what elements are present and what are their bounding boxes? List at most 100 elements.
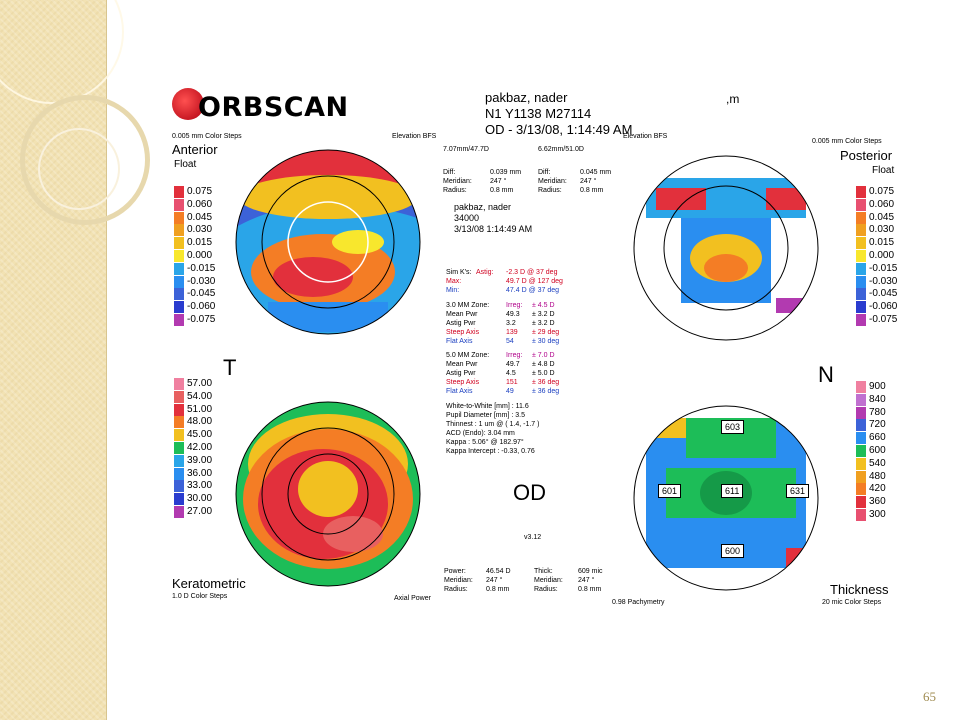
zone3-mean: 49.3 <box>506 311 520 318</box>
label-n: N <box>818 362 834 387</box>
misc-thinnest: Thinnest : 1 um @ ( 1.4, -1.7 ) <box>446 421 540 428</box>
scale_thick-swatch <box>856 445 866 457</box>
scale_kerato-swatch <box>174 378 184 390</box>
scale_kerato-swatch <box>174 454 184 467</box>
scale_thick-label: 300 <box>869 509 886 520</box>
pachy-603: 603 <box>721 420 745 434</box>
scale_float-label: 0.000 <box>187 250 213 261</box>
scale_kerato-label: 45.00 <box>187 429 213 441</box>
scale_thick-label: 600 <box>869 445 886 456</box>
scale_kerato-label: 27.00 <box>187 506 213 517</box>
thick-meridian-value: 247 ° <box>578 577 595 584</box>
scale_float_right-label: 0.060 <box>869 198 895 210</box>
zone5-mean-label: Mean Pwr <box>446 361 478 368</box>
thick-label: Thick: <box>534 568 553 575</box>
keratometric-step: 1.0 D Color Steps <box>172 593 228 600</box>
scale_thick-swatch <box>856 381 866 393</box>
pachy-601: 601 <box>658 484 682 498</box>
zone3-title: 3.0 MM Zone: <box>446 302 490 309</box>
scale_float-label: -0.015 <box>187 262 216 274</box>
anterior-title: Anterior <box>172 142 218 157</box>
scale_kerato-label: 36.00 <box>187 467 213 479</box>
scale_thick-label: 360 <box>869 496 886 508</box>
center-date: 3/13/08 1:14:49 AM <box>454 224 533 234</box>
patient-mark: ,m <box>726 92 740 106</box>
scale_float_right-label: -0.030 <box>869 275 898 287</box>
scale_float_right-swatch <box>856 301 866 314</box>
simk-astig: -2.3 D @ 37 deg <box>506 269 558 276</box>
scale_kerato-swatch <box>174 480 184 493</box>
center-right-top-2: 0.045 mm <box>580 169 612 176</box>
scale_float-swatch <box>174 198 184 211</box>
zone5-irreg-label: Irreg: <box>506 352 523 359</box>
power-label: Power: <box>444 568 466 575</box>
scale_float_right-label: 0.030 <box>869 224 895 236</box>
misc-white-to-white: White-to-White [mm] : 11.6 <box>446 403 529 410</box>
scale_float-label: -0.075 <box>187 314 216 325</box>
scale_float_right-label: -0.060 <box>869 301 898 313</box>
misc-kappa-intercept: Kappa Intercept : -0.33, 0.76 <box>446 448 535 455</box>
power-meridian-value: 247 ° <box>486 577 503 584</box>
scale_float_right-swatch <box>856 262 866 275</box>
scale_float-swatch <box>174 288 184 301</box>
scale_float-label: 0.015 <box>187 237 213 249</box>
label-od: OD <box>513 480 546 505</box>
zone5-astig-label: Astig Pwr <box>446 370 476 377</box>
power-radius-label: Radius: <box>444 586 468 593</box>
center-right-top-1: Diff: <box>538 169 551 176</box>
center-right-top-4: 247 ° <box>580 178 597 185</box>
misc-acd: ACD (Endo): 3.04 mm <box>446 430 515 437</box>
center-right-top-6: 0.8 mm <box>580 187 604 194</box>
scale_float_right-label: 0.075 <box>869 186 895 197</box>
zone5-astig-pm: ± 5.0 D <box>532 370 555 377</box>
zone5-title: 5.0 MM Zone: <box>446 352 490 359</box>
zone3-mean-pm: ± 3.2 D <box>532 311 555 318</box>
version-label: v3.12 <box>524 534 542 541</box>
scale_kerato-swatch <box>174 390 184 403</box>
zone5-flat: 49 <box>506 388 514 395</box>
pachy-611: 611 <box>721 484 744 498</box>
center-left-top-3: Meridian: <box>443 178 472 185</box>
scale_float_right-swatch <box>856 211 866 224</box>
scale_float_right-label: 0.015 <box>869 237 895 249</box>
zone5-steep-pm: ± 36 deg <box>532 379 560 386</box>
anterior-ref: Elevation BFS <box>392 133 437 140</box>
scale_float_right-label: -0.045 <box>869 288 898 300</box>
scale_thick-label: 840 <box>869 393 886 405</box>
patient-id: N1 Y1138 M27114 <box>485 106 592 121</box>
center-name: pakbaz, nader <box>454 202 512 212</box>
decorative-ring-2 <box>20 95 150 225</box>
zone5-astig: 4.5 <box>506 370 516 377</box>
scale_float-label: 0.045 <box>187 211 213 223</box>
scale_float-label: -0.060 <box>187 301 216 313</box>
scale_float_right-swatch <box>856 275 866 288</box>
scale_float-swatch <box>174 250 184 262</box>
center-right-top-5: Radius: <box>538 187 562 194</box>
scale_kerato-label: 48.00 <box>187 416 213 428</box>
scale_float_right-swatch <box>856 224 866 237</box>
scale_float-swatch <box>174 301 184 314</box>
power-meridian-label: Meridian: <box>444 577 473 584</box>
posterior-title: Posterior <box>840 148 893 163</box>
scale_thick-label: 420 <box>869 483 886 495</box>
zone3-astig-pm: ± 3.2 D <box>532 320 555 327</box>
scale_float_right-label: 0.000 <box>869 250 895 261</box>
pachy-600: 600 <box>721 544 745 558</box>
scale_float_right-swatch <box>856 314 866 326</box>
scale_float_right-swatch <box>856 288 866 301</box>
simk-min: 47.4 D @ 37 deg <box>506 287 560 294</box>
scale_kerato-swatch <box>174 467 184 480</box>
center-right-top-0: 6.62mm/51.0D <box>538 146 584 153</box>
scale_float-label: -0.030 <box>187 275 216 287</box>
keratometric-ref: Axial Power <box>394 595 431 602</box>
scale_float_right-swatch <box>856 198 866 211</box>
simk-astig-label: Astig: <box>476 269 494 276</box>
center-left-top-4: 247 ° <box>490 178 507 185</box>
scale_thick-label: 660 <box>869 432 886 444</box>
zone3-mean-label: Mean Pwr <box>446 311 478 318</box>
scale_kerato-label: 39.00 <box>187 454 213 466</box>
scale_kerato-swatch <box>174 403 184 416</box>
misc-pupil: Pupil Diameter [mm] : 3.5 <box>446 412 525 419</box>
scale_thick-swatch <box>856 457 866 470</box>
scale_kerato-label: 54.00 <box>187 390 213 402</box>
